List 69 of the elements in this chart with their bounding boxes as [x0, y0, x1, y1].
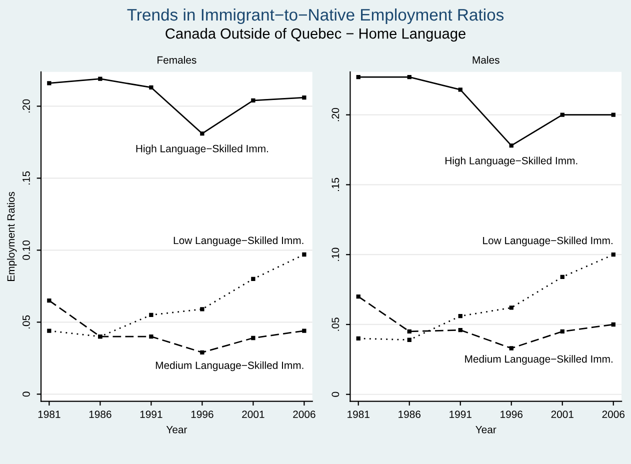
y-tick-label: .05 — [22, 315, 30, 328]
x-tick-label: 2006 — [602, 410, 625, 418]
point — [560, 112, 564, 117]
point — [407, 329, 412, 334]
chart-title: Females — [158, 56, 196, 64]
y-tick-label: .20 — [332, 108, 340, 122]
point — [458, 328, 462, 332]
series-label: High Language−Skilled Imm. — [445, 156, 578, 166]
point — [251, 98, 256, 103]
point — [47, 328, 52, 333]
point — [611, 322, 616, 327]
series-label: Medium Language−Skilled Imm. — [465, 355, 612, 365]
x-tick-label: 1991 — [450, 410, 472, 418]
x-axis-title: Year — [166, 426, 188, 434]
x-tick-label: 1981 — [348, 410, 370, 418]
x-tick-label: 1986 — [398, 410, 420, 418]
text: Canada Outside of Quebec − Home Language — [166, 28, 466, 42]
y-axis-title: Employment Ratios — [7, 192, 17, 281]
y-tick-label: 0 — [22, 392, 30, 397]
point — [560, 329, 564, 334]
point — [251, 276, 256, 282]
point — [200, 350, 204, 354]
x-tick-label: 1981 — [38, 410, 60, 418]
y-tick-label: .15 — [22, 171, 30, 184]
x-tick-label: 2001 — [551, 410, 574, 418]
x-axis-title: Year — [476, 426, 496, 434]
text: Trends in Immigrant−to−Native Employment Ratios — [127, 8, 504, 24]
point — [200, 307, 204, 312]
point — [407, 75, 412, 80]
series-label: High Language−Skilled Imm. — [136, 144, 268, 154]
point — [98, 76, 102, 81]
point — [149, 85, 154, 90]
point — [509, 306, 514, 310]
point — [200, 131, 204, 136]
chart-title: Males — [472, 56, 500, 64]
series-label: Low Language−Skilled Imm. — [483, 236, 612, 246]
point — [47, 298, 52, 303]
x-tick-label: 2001 — [242, 410, 264, 418]
y-tick-label: .15 — [332, 178, 340, 192]
point — [611, 252, 616, 257]
point — [47, 81, 52, 86]
x-tick-label: 1996 — [500, 410, 522, 418]
y-tick-label: .10 — [332, 248, 340, 261]
point — [149, 312, 154, 318]
point — [302, 95, 306, 100]
point — [509, 346, 514, 350]
point — [302, 328, 306, 333]
x-tick-label: 1986 — [89, 410, 112, 418]
point — [458, 314, 462, 318]
point — [356, 336, 360, 341]
y-tick-label: 0.10 — [22, 240, 30, 260]
point — [356, 294, 360, 299]
series-label: Medium Language−Skilled Imm. — [156, 361, 304, 372]
point — [356, 75, 360, 80]
point — [251, 336, 256, 340]
x-tick-label: 1996 — [191, 410, 214, 418]
point — [149, 334, 154, 339]
point — [509, 143, 514, 148]
y-tick-label: .20 — [22, 99, 30, 112]
point — [560, 274, 564, 280]
series-label: Low Language−Skilled Imm. — [174, 236, 304, 246]
y-tick-label: .05 — [332, 318, 340, 331]
x-tick-label: 2006 — [293, 410, 316, 418]
point — [407, 338, 412, 342]
x-tick-label: 1991 — [140, 410, 162, 418]
point — [458, 88, 462, 92]
point — [611, 112, 616, 117]
point — [302, 252, 306, 257]
y-tick-label: 0 — [332, 392, 340, 397]
